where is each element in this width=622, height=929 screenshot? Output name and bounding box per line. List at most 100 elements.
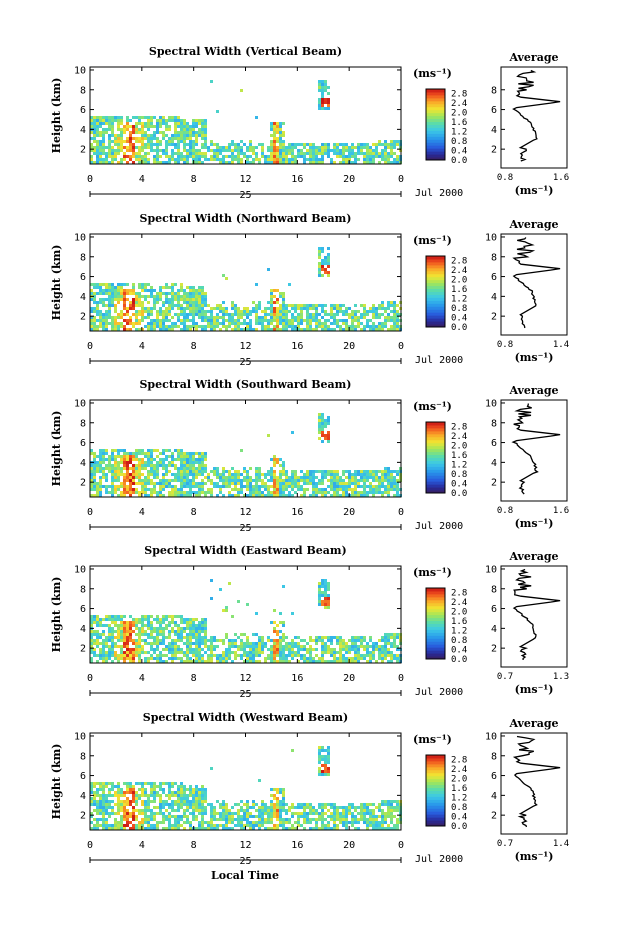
heatmap-cell [279, 621, 282, 624]
heatmap-cell [267, 488, 270, 491]
heatmap-cell [366, 325, 369, 328]
heatmap-cell [159, 639, 162, 642]
heatmap-cell [108, 134, 111, 137]
heatmap-cell [303, 304, 306, 307]
heatmap-cell [183, 319, 186, 322]
heatmap-cell [114, 818, 117, 821]
heatmap-cell [126, 645, 129, 648]
heatmap-cell [246, 809, 249, 812]
heatmap-cell [186, 301, 189, 304]
heatmap-cell [99, 125, 102, 128]
heatmap-cell [285, 657, 288, 660]
heatmap-cell [225, 155, 228, 158]
heatmap-cell [132, 283, 135, 286]
heatmap-cell [387, 482, 390, 485]
heatmap-cell [369, 470, 372, 473]
heatmap-cell [162, 636, 165, 639]
colorbar-segment [426, 647, 445, 651]
heatmap-cell [222, 654, 225, 657]
heatmap-cell [324, 422, 327, 425]
heatmap-cell [225, 307, 228, 310]
heatmap-cell [186, 479, 189, 482]
heatmap-cell [264, 642, 267, 645]
heatmap-cell [354, 146, 357, 149]
heatmap-cell [318, 268, 321, 271]
heatmap-cell [279, 473, 282, 476]
heatmap-cell [132, 464, 135, 467]
heatmap-cell [105, 797, 108, 800]
heatmap-cell [285, 158, 288, 161]
heatmap-cell [249, 482, 252, 485]
heatmap-cell [324, 600, 327, 603]
heatmap-cell [264, 313, 267, 316]
colorbar-segment [426, 599, 445, 604]
heatmap-cell [294, 310, 297, 313]
heatmap-cell [330, 494, 333, 497]
heatmap-cell [252, 827, 255, 830]
heatmap-cell [153, 812, 156, 815]
heatmap-cell [318, 752, 321, 755]
colorbar-segment [426, 270, 445, 275]
heatmap-cell [198, 298, 201, 301]
heatmap-cell [168, 657, 171, 660]
heatmap-cell [396, 473, 399, 476]
heatmap-cell [210, 818, 213, 821]
heatmap-cell [318, 755, 321, 758]
heatmap-cell [327, 319, 330, 322]
heatmap-cell [384, 155, 387, 158]
heatmap-cell [132, 648, 135, 651]
heatmap-cell [111, 125, 114, 128]
heatmap-cell [261, 143, 264, 146]
heatmap-cell [342, 494, 345, 497]
heatmap-cell [126, 782, 129, 785]
heatmap-cell [393, 639, 396, 642]
heatmap-cell [294, 158, 297, 161]
heatmap-cell [210, 824, 213, 827]
heatmap-cell [225, 660, 228, 663]
heatmap-cell [363, 494, 366, 497]
heatmap-cell [282, 295, 285, 298]
heatmap-cell [156, 322, 159, 325]
heatmap-cell [90, 615, 93, 618]
heatmap-cell [105, 782, 108, 785]
heatmap-cell [186, 128, 189, 131]
heatmap-cell [228, 322, 231, 325]
heatmap-cell [222, 651, 225, 654]
heatmap-cell [147, 627, 150, 630]
heatmap-cell [177, 149, 180, 152]
heatmap-cell [327, 809, 330, 812]
heatmap-cell [108, 815, 111, 818]
heatmap-cell [96, 824, 99, 827]
heatmap-cell [324, 642, 327, 645]
heatmap-cell [135, 152, 138, 155]
heatmap-cell [192, 313, 195, 316]
heatmap-cell [387, 313, 390, 316]
heatmap-cell [93, 152, 96, 155]
heatmap-cell [240, 158, 243, 161]
heatmap-cell [102, 785, 105, 788]
heatmap-cell [375, 146, 378, 149]
heatmap-cell [195, 803, 198, 806]
heatmap-cell [156, 295, 159, 298]
heatmap-cell [111, 827, 114, 830]
heatmap-cell [126, 815, 129, 818]
heatmap-cell [99, 310, 102, 313]
heatmap-cell [237, 645, 240, 648]
heatmap-cell [216, 158, 219, 161]
heatmap-cell [285, 654, 288, 657]
heatmap-cell [225, 809, 228, 812]
heatmap-cell [183, 295, 186, 298]
heatmap-cell [192, 806, 195, 809]
heatmap-cell [90, 812, 93, 815]
avg-unit-label: (ms⁻¹) [515, 683, 554, 696]
heatmap-cell [108, 657, 111, 660]
heatmap-cell [285, 818, 288, 821]
heatmap-cell [318, 437, 321, 440]
heatmap-cell [315, 149, 318, 152]
heatmap-cell [225, 161, 228, 164]
heatmap-cell [183, 140, 186, 143]
heatmap-cell [96, 654, 99, 657]
heatmap-cell [345, 476, 348, 479]
heatmap-cell [153, 458, 156, 461]
heatmap-cell [201, 307, 204, 310]
